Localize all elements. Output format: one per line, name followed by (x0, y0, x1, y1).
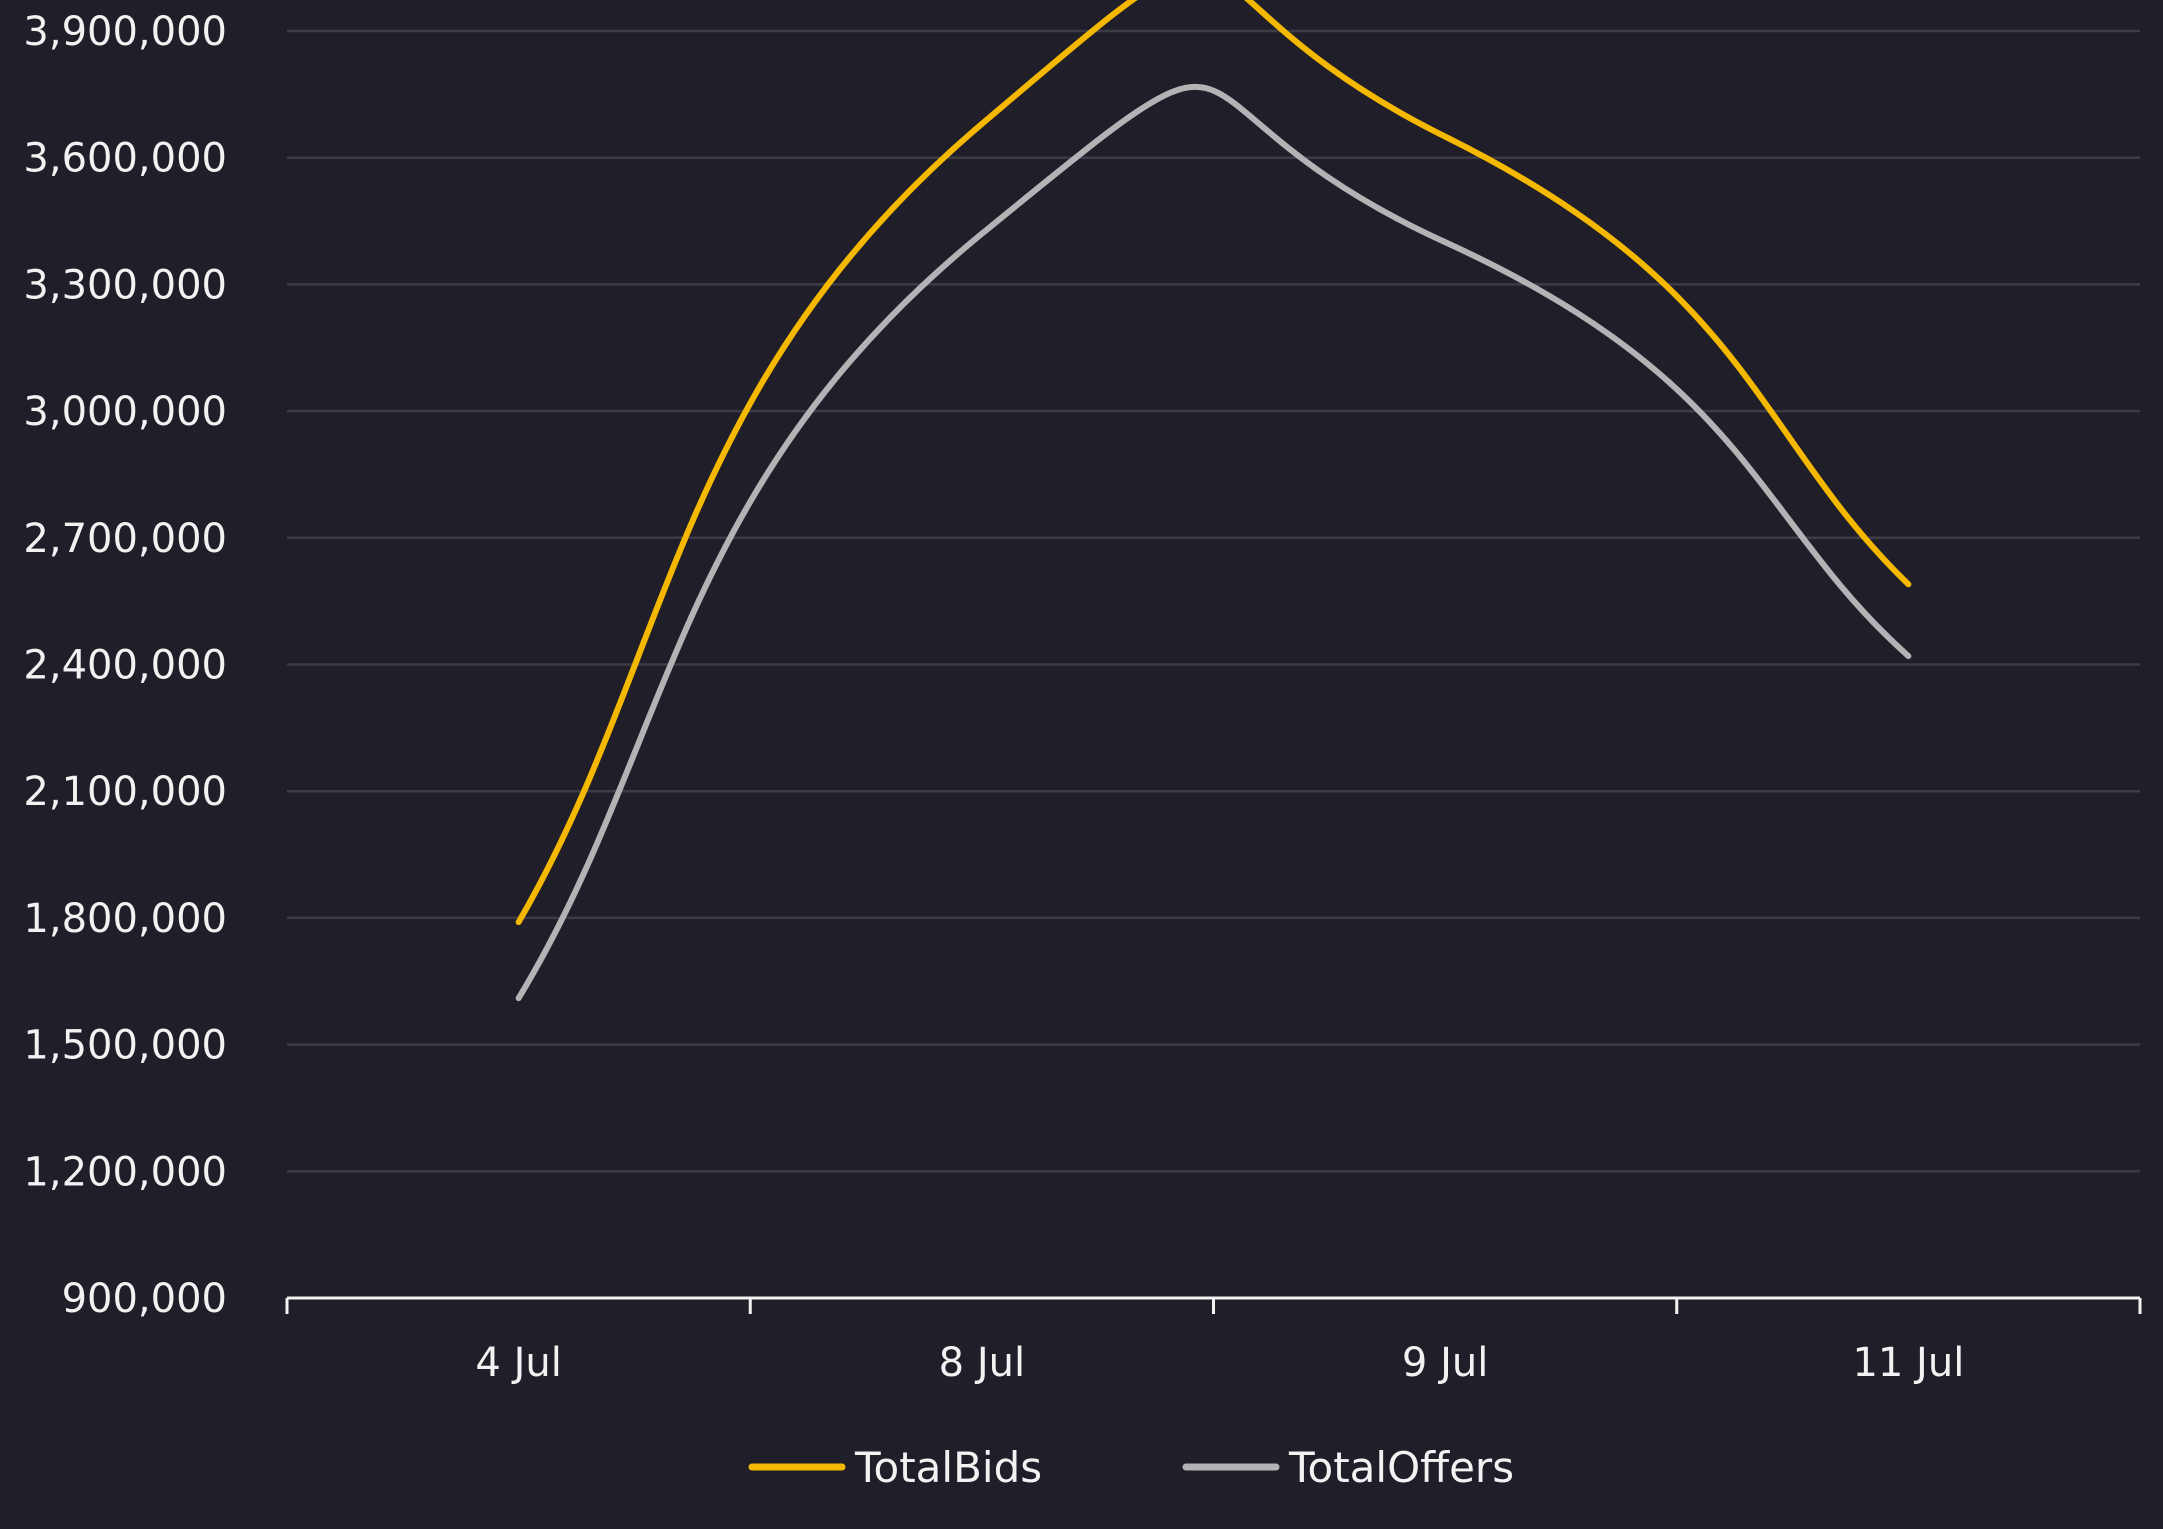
series-line-totalbids (515, 0, 1912, 926)
y-tick-label: 1,200,000 (23, 1149, 227, 1195)
x-tick-label: 11 Jul (1852, 1340, 1964, 1386)
y-tick-label: 900,000 (62, 1276, 227, 1322)
y-tick-label: 1,500,000 (23, 1023, 227, 1069)
gridlines (287, 29, 2140, 1173)
x-tick-label: 8 Jul (939, 1340, 1025, 1386)
x-axis (285, 1296, 2142, 1314)
legend-label: TotalBids (854, 1443, 1042, 1492)
legend: TotalBids TotalOffers (748, 1443, 1514, 1492)
y-tick-label: 2,400,000 (23, 643, 227, 689)
legend-item-totaloffers[interactable]: TotalOffers (1182, 1443, 1514, 1492)
series-line-totaloffers (515, 83, 1912, 1002)
y-tick-label: 3,000,000 (23, 389, 227, 435)
x-axis-tick-labels: 4 Jul 8 Jul 9 Jul 11 Jul (475, 1340, 1964, 1386)
y-tick-label: 2,700,000 (23, 516, 227, 562)
y-tick-label: 3,300,000 (23, 262, 227, 308)
y-axis-tick-labels: 900,000 1,200,000 1,500,000 1,800,000 2,100,… (23, 9, 227, 1322)
y-tick-label: 3,900,000 (23, 9, 227, 55)
y-tick-label: 2,100,000 (23, 769, 227, 815)
y-tick-label: 1,800,000 (23, 896, 227, 942)
x-tick-label: 4 Jul (475, 1340, 561, 1386)
y-tick-label: 3,600,000 (23, 136, 227, 182)
x-tick-label: 9 Jul (1402, 1340, 1488, 1386)
series-lines (515, 0, 1912, 1002)
legend-item-totalbids[interactable]: TotalBids (748, 1443, 1042, 1492)
legend-label: TotalOffers (1288, 1443, 1514, 1492)
